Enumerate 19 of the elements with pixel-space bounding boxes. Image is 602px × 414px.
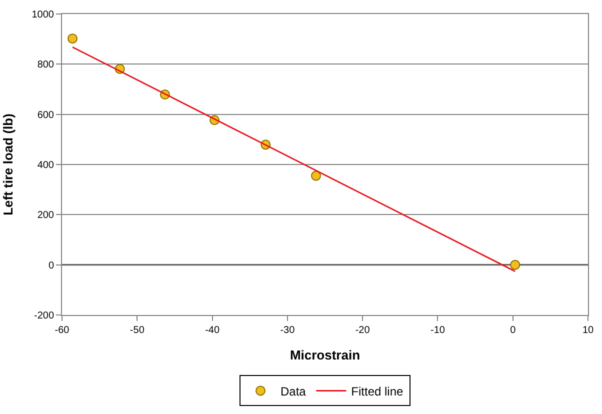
- x-tick-label: 10: [582, 325, 594, 336]
- x-tick-label: -30: [280, 325, 296, 336]
- x-tick-label: -20: [355, 325, 370, 336]
- x-axis-title: Microstrain: [290, 348, 360, 363]
- legend-label: Data: [280, 384, 306, 398]
- y-tick-label: 1000: [32, 10, 54, 20]
- y-tick-label: 400: [37, 160, 54, 171]
- y-tick-label: 600: [37, 110, 54, 121]
- x-tick-label: -50: [130, 325, 145, 336]
- x-tick-label: -40: [205, 325, 220, 336]
- y-tick-label: 200: [37, 210, 54, 222]
- y-axis-title: Left tire load (lb): [0, 114, 16, 216]
- legend-label: Fitted line: [351, 384, 404, 398]
- x-tick-label: 0: [510, 325, 516, 336]
- y-tick-label: -200: [34, 310, 54, 322]
- y-tick-label: 0: [48, 260, 54, 272]
- x-tick-label: -60: [54, 325, 70, 336]
- x-tick-label: -10: [430, 325, 446, 336]
- y-tick-label: 800: [37, 60, 54, 71]
